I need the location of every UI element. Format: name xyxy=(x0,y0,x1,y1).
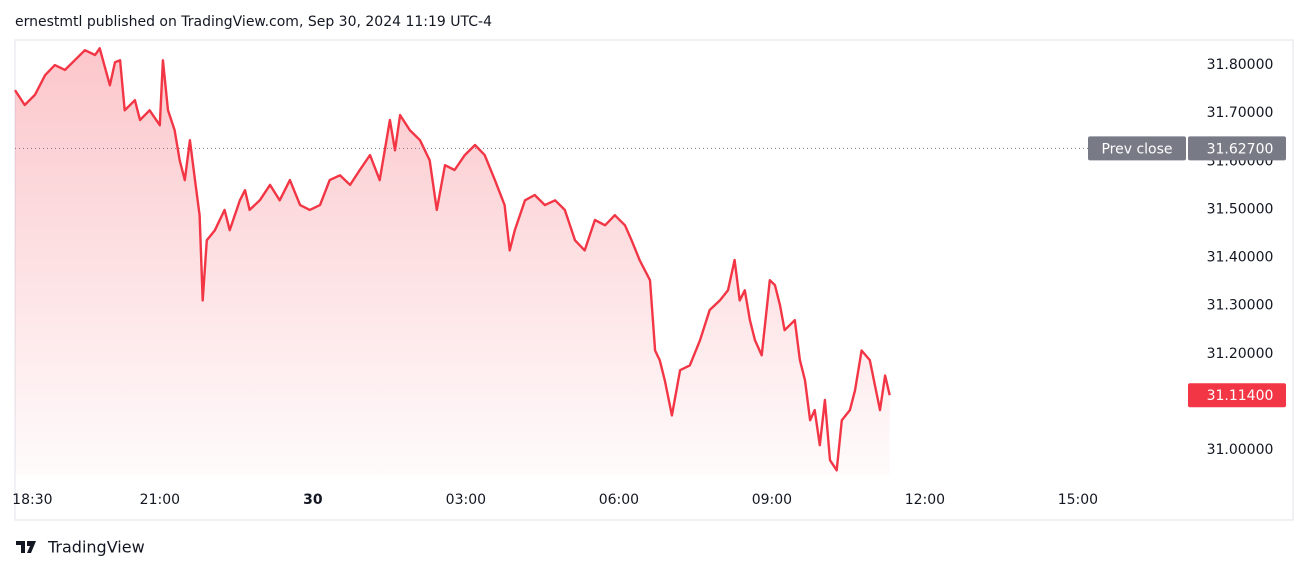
y-tick-label: 31.80000 xyxy=(1207,57,1274,73)
y-tick-label: 31.40000 xyxy=(1207,250,1274,266)
x-tick-label: 03:00 xyxy=(446,492,486,508)
x-tick-label: 15:00 xyxy=(1058,492,1098,508)
x-tick-label: 18:30 xyxy=(12,492,52,508)
y-tick-label: 31.30000 xyxy=(1207,298,1274,314)
prev-close-value: 31.62700 xyxy=(1207,141,1274,157)
y-tick-label: 31.50000 xyxy=(1207,201,1274,217)
brand-name: TradingView xyxy=(47,538,145,557)
y-tick-label: 31.20000 xyxy=(1207,346,1274,362)
brand: TradingView xyxy=(16,538,145,557)
brand-logo xyxy=(16,541,36,553)
prev-close-label: Prev close xyxy=(1101,141,1172,157)
x-tick-label: 09:00 xyxy=(752,492,792,508)
chart-title: ernestmtl published on TradingView.com, … xyxy=(15,14,492,30)
last-price-label: 31.11400 xyxy=(1207,388,1274,404)
brand-logo-dot xyxy=(27,541,31,545)
x-tick-label: 30 xyxy=(303,492,323,508)
x-tick-label: 06:00 xyxy=(599,492,639,508)
x-tick-label: 21:00 xyxy=(140,492,180,508)
area-fill xyxy=(15,48,890,476)
last-price-box xyxy=(1188,383,1286,408)
price-line xyxy=(13,47,891,472)
prev-close-box xyxy=(1188,136,1286,161)
x-tick-label: 12:00 xyxy=(905,492,945,508)
prev-close-tag xyxy=(1088,136,1186,161)
y-tick-label: 31.70000 xyxy=(1207,105,1274,121)
y-tick-label: 31.00000 xyxy=(1207,442,1274,458)
